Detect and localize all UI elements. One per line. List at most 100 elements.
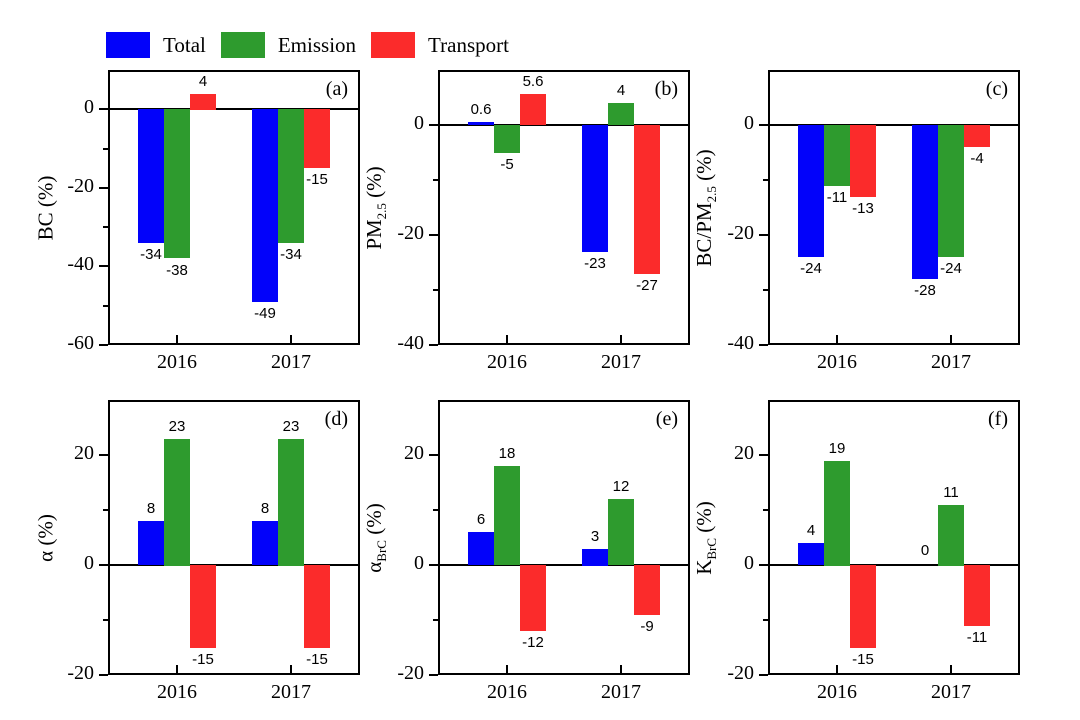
y-major-tick: [99, 187, 108, 189]
bar-emission-2017: [608, 499, 634, 565]
bar-transport-2016: [850, 125, 876, 197]
y-major-tick: [759, 674, 768, 676]
bar-emission-2016: [494, 125, 520, 153]
bar-emission-2017: [938, 505, 964, 566]
x-tick: [836, 665, 838, 673]
y-axis-title-part: BrC: [374, 540, 389, 562]
bar-value-label: 8: [146, 500, 156, 517]
bar-emission-2016: [164, 109, 190, 258]
x-tick: [506, 335, 508, 343]
y-major-tick: [429, 234, 438, 236]
legend-label-emission: Emission: [277, 33, 357, 57]
bar-value-label: 19: [828, 440, 846, 457]
bar-value-label: 12: [612, 478, 630, 495]
panel-letter: (c): [985, 78, 1008, 100]
y-minor-tick: [103, 619, 108, 621]
bar-value-label: 0: [920, 542, 930, 559]
x-tick: [506, 665, 508, 673]
y-major-tick: [759, 124, 768, 126]
bar-value-label: -12: [522, 634, 544, 651]
bar-emission-2016: [164, 439, 190, 566]
y-axis-title: BC/PM2.5 (%): [692, 149, 720, 266]
y-axis-title-part: (%): [362, 166, 386, 204]
y-major-tick: [759, 234, 768, 236]
y-major-tick: [759, 454, 768, 456]
bar-total-2017: [582, 125, 608, 252]
x-tick: [950, 335, 952, 343]
bar-value-label: 6: [476, 511, 486, 528]
bar-total-2017: [912, 125, 938, 279]
y-major-tick: [99, 674, 108, 676]
y-axis-title: αBrC (%): [362, 503, 390, 572]
legend-swatch-total: [106, 32, 150, 58]
panel-letter: (a): [325, 78, 348, 100]
y-major-tick: [429, 124, 438, 126]
bar-total-2016: [798, 543, 824, 565]
bar-value-label: -15: [192, 651, 214, 668]
y-major-tick: [429, 564, 438, 566]
zero-line: [438, 564, 690, 566]
x-tick: [176, 335, 178, 343]
legend-item-total: Total: [106, 32, 206, 58]
bar-transport-2017: [634, 565, 660, 615]
bar-value-label: 18: [498, 445, 516, 462]
y-tick-label: -40: [67, 253, 94, 275]
bar-value-label: -11: [826, 189, 848, 206]
bar-value-label: -15: [306, 651, 328, 668]
y-tick-label: -20: [67, 175, 94, 197]
x-tick-label-2016: 2016: [157, 681, 197, 703]
y-minor-tick: [103, 509, 108, 511]
x-tick-label-2016: 2016: [487, 351, 527, 373]
y-major-tick: [99, 265, 108, 267]
panel-letter: (f): [988, 408, 1008, 430]
y-axis-title-part: 2.5: [704, 186, 719, 203]
bar-value-label: -49: [254, 305, 276, 322]
bar-value-label: 5.6: [522, 73, 544, 90]
y-axis-title-part: (%): [692, 501, 716, 538]
bar-value-label: 11: [943, 484, 959, 501]
bar-value-label: 8: [260, 500, 270, 517]
bar-emission-2016: [494, 466, 520, 565]
y-tick-label: -20: [727, 222, 754, 244]
y-major-tick: [99, 344, 108, 346]
bar-transport-2017: [304, 109, 330, 168]
panel-letter: (d): [324, 408, 348, 430]
y-major-tick: [99, 564, 108, 566]
y-minor-tick: [433, 179, 438, 181]
x-tick: [290, 665, 292, 673]
y-minor-tick: [103, 305, 108, 307]
y-axis-title-part: K: [692, 559, 716, 575]
bar-transport-2016: [190, 565, 216, 648]
bar-value-label: 23: [282, 418, 300, 435]
bar-emission-2017: [278, 439, 304, 566]
bar-transport-2017: [634, 125, 660, 274]
bar-value-label: -11: [966, 629, 988, 646]
bar-transport-2016: [520, 565, 546, 631]
zero-line: [108, 108, 360, 110]
zero-line: [108, 564, 360, 566]
bar-emission-2017: [608, 103, 634, 125]
x-tick: [836, 335, 838, 343]
bar-transport-2016: [850, 565, 876, 648]
y-minor-tick: [433, 509, 438, 511]
panel-letter: (e): [655, 408, 678, 430]
bar-value-label: -9: [640, 618, 654, 635]
y-axis-title-part: α: [362, 561, 386, 573]
y-tick-label: -40: [397, 332, 424, 354]
bar-transport-2017: [964, 125, 990, 147]
y-tick-label: 0: [414, 552, 424, 574]
bar-total-2017: [582, 549, 608, 566]
y-tick-label: -60: [67, 332, 94, 354]
bar-total-2016: [798, 125, 824, 257]
y-axis-title-part: BC/PM: [692, 202, 716, 267]
y-tick-label: -40: [727, 332, 754, 354]
y-minor-tick: [103, 148, 108, 150]
bar-emission-2016: [824, 461, 850, 566]
y-tick-label: 0: [84, 96, 94, 118]
y-tick-label: -20: [727, 662, 754, 684]
legend-label-transport: Transport: [428, 33, 509, 57]
legend: Total Emission Transport: [106, 32, 524, 58]
bar-value-label: -23: [584, 255, 606, 272]
y-tick-label: 20: [74, 442, 94, 464]
y-axis-title-part: 2.5: [374, 203, 389, 220]
